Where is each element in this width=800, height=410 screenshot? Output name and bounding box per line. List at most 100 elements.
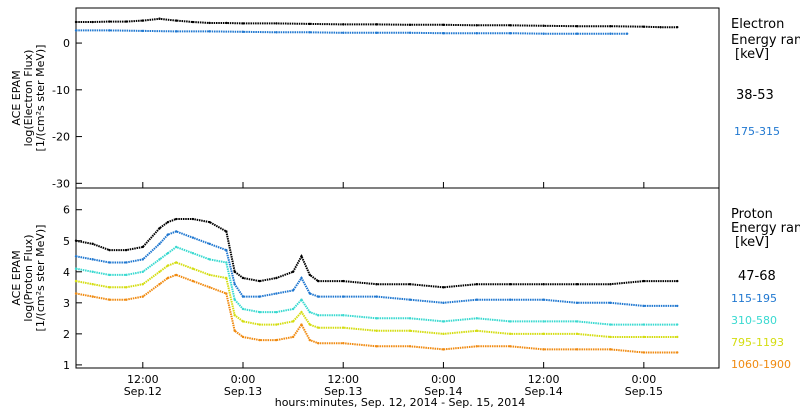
electron-point-0-22 <box>642 25 646 28</box>
electron-point-1-0 <box>74 29 78 32</box>
proton-point-3-16 <box>300 310 303 314</box>
proton-y-tick-label-3: 4 <box>63 266 70 279</box>
proton-point-3-26 <box>575 332 579 336</box>
electron-y-label: ACE EPAM log(Electron Flux) [1/(cm²s ste… <box>10 45 47 152</box>
proton-point-2-21 <box>408 317 412 320</box>
proton-point-2-0 <box>74 267 78 270</box>
proton-point-3-2 <box>108 286 111 289</box>
proton-point-3-24 <box>509 332 512 336</box>
proton-panel: 1 2 3 4 5 6 ACE EPAM log(Proton Flux) [1/(cm²… <box>10 187 800 372</box>
electron-point-1-17 <box>625 32 629 35</box>
electron-legend-title: Electron <box>731 17 784 32</box>
electron-point-1-11 <box>442 32 445 35</box>
proton-point-1-26 <box>575 301 579 305</box>
proton-point-1-27 <box>609 301 612 305</box>
proton-point-4-13 <box>258 338 261 342</box>
proton-y-label: ACE EPAM log(Proton Flux) [1/(cm²s ster … <box>10 225 47 332</box>
proton-y-tick-label-5: 6 <box>63 204 70 217</box>
electron-legend-175-315: 175-315 <box>734 125 780 138</box>
proton-point-2-18 <box>316 314 320 317</box>
proton-point-2-2 <box>108 273 111 277</box>
proton-point-1-16 <box>300 276 303 280</box>
proton-point-2-5 <box>158 258 161 261</box>
proton-point-0-28 <box>642 279 646 283</box>
proton-series-line-0 <box>75 218 678 289</box>
electron-point-0-1 <box>91 20 94 24</box>
proton-point-4-22 <box>442 348 445 351</box>
electron-panel: 0 -10 -20 -30 ACE EPAM log(Electron Flux) [… <box>10 7 800 190</box>
proton-point-3-8 <box>191 267 195 270</box>
proton-series-line-4 <box>75 273 678 354</box>
proton-point-4-21 <box>408 345 412 348</box>
proton-point-4-4 <box>141 295 145 298</box>
proton-point-0-4 <box>141 245 145 249</box>
proton-point-1-24 <box>509 298 512 301</box>
proton-point-2-7 <box>175 245 178 249</box>
proton-point-0-5 <box>158 227 161 230</box>
proton-point-1-14 <box>275 292 278 295</box>
proton-point-2-19 <box>342 314 345 317</box>
proton-series-310-580 <box>74 245 679 326</box>
proton-point-0-7 <box>175 217 178 221</box>
x-tick-time-1: 0:00 <box>231 373 256 386</box>
proton-point-1-17 <box>308 292 312 295</box>
proton-point-0-20 <box>375 283 378 286</box>
proton-point-4-3 <box>124 298 128 301</box>
x-tick-time-4: 12:00 <box>528 373 560 386</box>
proton-legend-1060-1900: 1060-1900 <box>731 358 791 371</box>
proton-point-4-29 <box>676 351 679 354</box>
proton-point-3-14 <box>275 323 278 326</box>
proton-point-2-27 <box>609 323 612 326</box>
proton-point-1-7 <box>175 230 178 233</box>
x-tick-date-1: Sep.13 <box>224 385 262 398</box>
proton-point-0-24 <box>509 283 512 286</box>
electron-point-1-2 <box>141 29 145 33</box>
proton-point-4-25 <box>542 348 545 351</box>
proton-point-1-8 <box>191 236 195 239</box>
electron-legend-unit: [keV] <box>735 47 769 62</box>
electron-point-0-15 <box>408 23 412 27</box>
proton-point-2-23 <box>475 317 479 320</box>
proton-point-0-19 <box>342 279 345 283</box>
electron-point-0-7 <box>191 20 195 24</box>
proton-point-3-28 <box>642 335 646 339</box>
proton-series-line-1 <box>75 230 678 307</box>
proton-point-4-8 <box>191 279 195 283</box>
proton-point-0-14 <box>275 276 278 280</box>
electron-point-0-14 <box>375 23 378 26</box>
electron-point-1-15 <box>575 32 579 35</box>
proton-point-1-19 <box>342 295 345 298</box>
electron-point-0-5 <box>158 17 161 20</box>
x-tick-time-0: 12:00 <box>127 373 159 386</box>
proton-point-1-10 <box>225 248 228 252</box>
proton-point-1-1 <box>91 258 94 261</box>
electron-series <box>74 17 679 35</box>
proton-point-3-0 <box>74 279 78 283</box>
electron-point-0-17 <box>475 24 479 27</box>
proton-point-1-18 <box>316 295 320 298</box>
electron-point-0-16 <box>442 23 445 27</box>
proton-point-1-25 <box>542 298 545 301</box>
electron-point-0-13 <box>342 23 345 26</box>
proton-point-4-9 <box>208 286 211 289</box>
proton-point-2-13 <box>258 310 261 314</box>
proton-point-0-9 <box>208 220 211 224</box>
electron-series-line-0 <box>76 17 678 29</box>
proton-y-tick-label-4: 5 <box>63 235 70 248</box>
proton-series <box>74 217 679 354</box>
proton-point-1-11 <box>233 283 236 286</box>
proton-point-2-29 <box>676 323 679 326</box>
proton-point-1-22 <box>442 301 445 305</box>
x-axis-title: hours:minutes, Sep. 12, 2014 - Sep. 15, … <box>275 396 526 409</box>
electron-y-tick-label-2: -20 <box>52 131 70 144</box>
proton-point-2-11 <box>233 298 236 301</box>
proton-point-1-21 <box>408 298 412 301</box>
proton-y-tick-label-1: 2 <box>63 328 70 341</box>
proton-series-1060-1900 <box>74 273 679 354</box>
proton-point-1-23 <box>475 298 479 301</box>
proton-point-2-6 <box>166 251 170 255</box>
electron-point-1-4 <box>208 30 211 33</box>
proton-point-2-26 <box>575 320 579 323</box>
electron-point-1-14 <box>542 32 545 35</box>
